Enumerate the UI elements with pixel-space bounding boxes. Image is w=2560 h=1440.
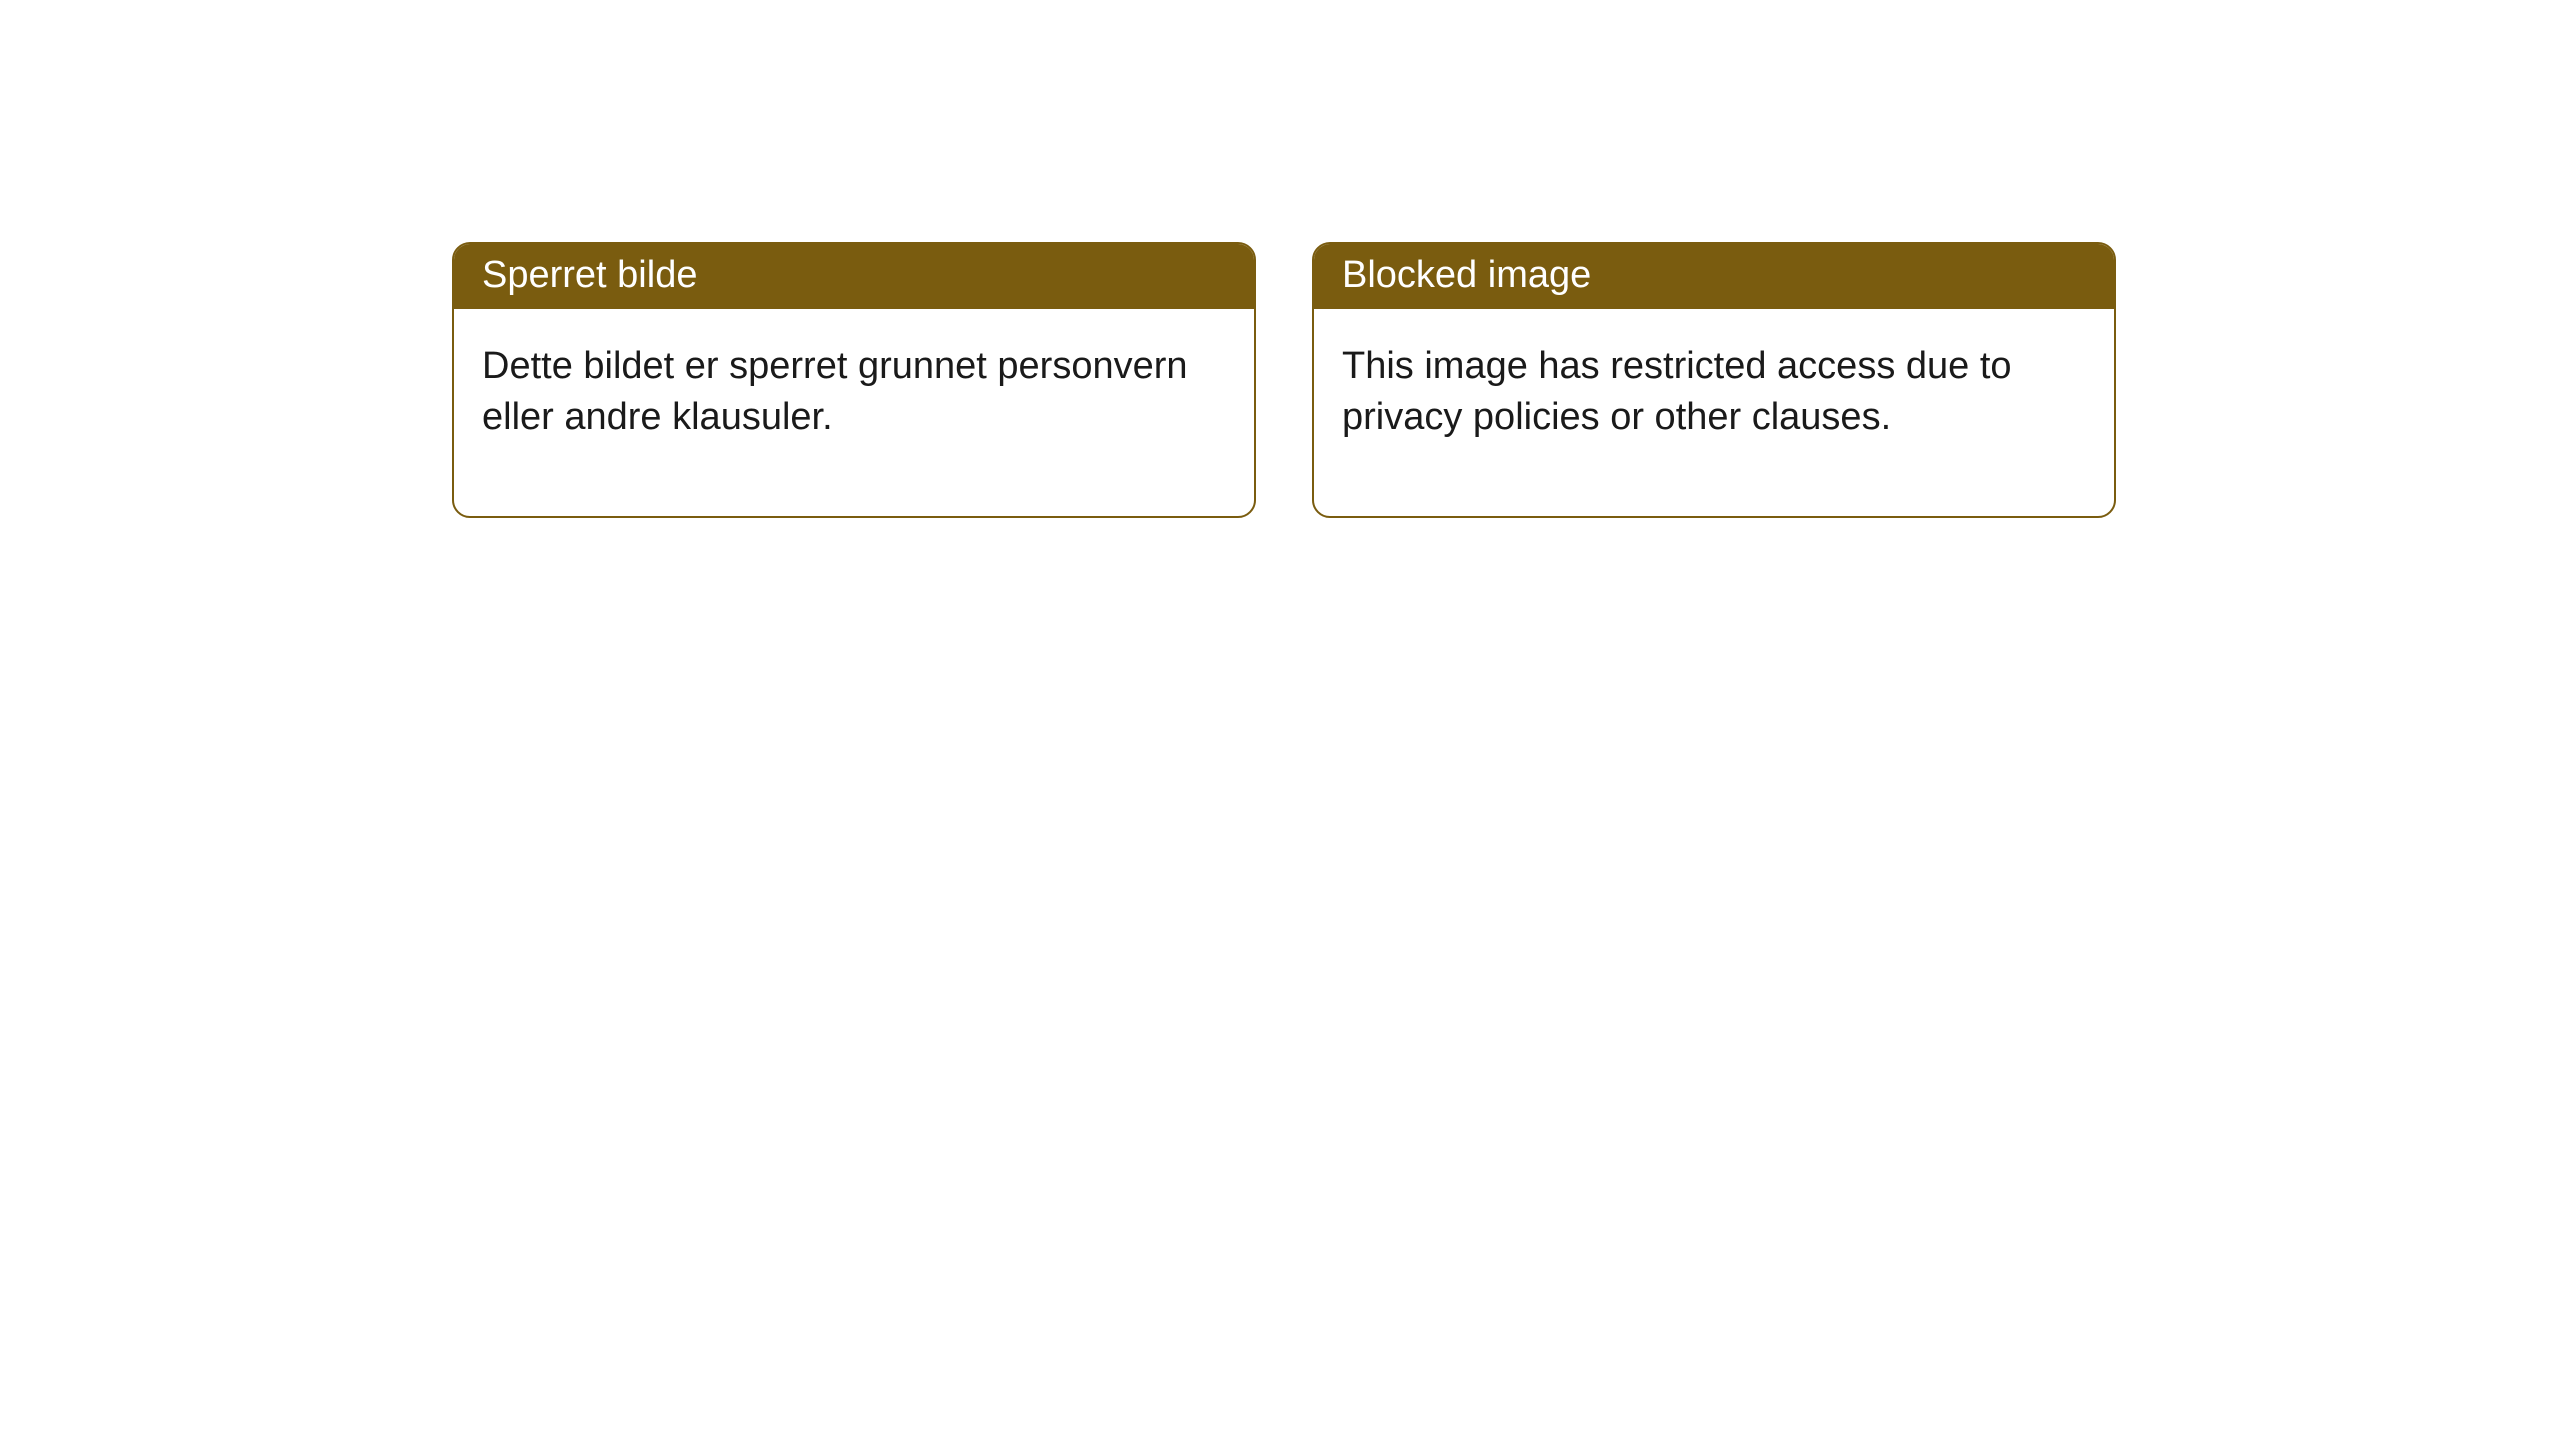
notice-container: Sperret bilde Dette bildet er sperret gr… xyxy=(0,0,2560,518)
notice-body: This image has restricted access due to … xyxy=(1314,309,2114,516)
notice-title: Blocked image xyxy=(1314,244,2114,309)
notice-title: Sperret bilde xyxy=(454,244,1254,309)
notice-body: Dette bildet er sperret grunnet personve… xyxy=(454,309,1254,516)
notice-card-english: Blocked image This image has restricted … xyxy=(1312,242,2116,518)
notice-card-norwegian: Sperret bilde Dette bildet er sperret gr… xyxy=(452,242,1256,518)
